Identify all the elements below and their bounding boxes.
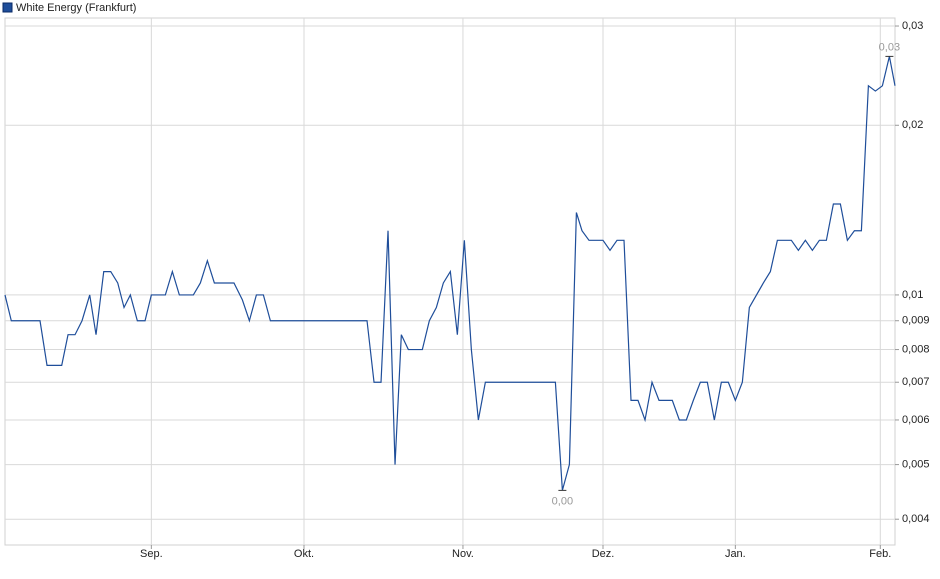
legend-label: White Energy (Frankfurt): [16, 2, 136, 14]
y-tick-label: 0,007: [902, 376, 930, 388]
x-tick-label: Sep.: [140, 548, 163, 560]
y-tick-label: 0,004: [902, 513, 930, 525]
value-label: 0,00: [552, 495, 573, 507]
y-tick-label: 0,005: [902, 458, 930, 470]
legend-swatch: [2, 2, 13, 13]
y-tick-label: 0,01: [902, 289, 923, 301]
x-tick-label: Feb.: [869, 548, 891, 560]
x-tick-label: Nov.: [452, 548, 474, 560]
y-tick-label: 0,02: [902, 119, 923, 131]
x-tick-label: Dez.: [592, 548, 615, 560]
x-tick-label: Okt.: [294, 548, 314, 560]
y-tick-label: 0,006: [902, 414, 930, 426]
price-line: [4, 56, 896, 491]
y-tick-label: 0,009: [902, 315, 930, 327]
plot-frame: [4, 17, 896, 546]
x-tick-label: Jan.: [725, 548, 746, 560]
y-tick-label: 0,008: [902, 343, 930, 355]
value-label: 0,03: [879, 41, 900, 53]
y-tick-label: 0,03: [902, 20, 923, 32]
